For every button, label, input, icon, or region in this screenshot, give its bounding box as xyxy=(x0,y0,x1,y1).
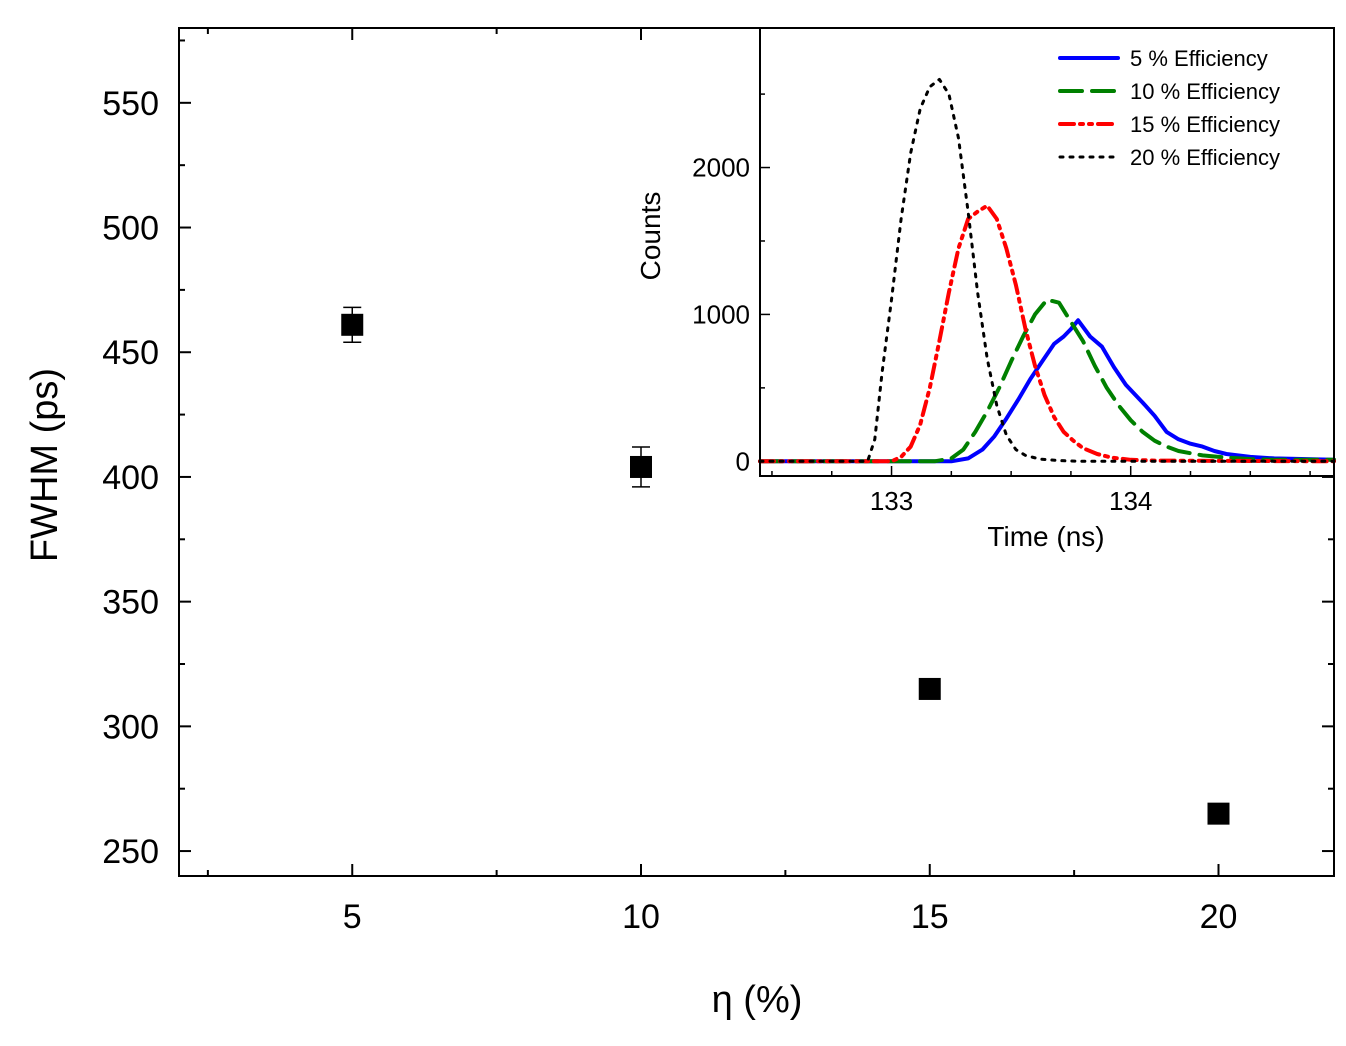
legend-label-4: 20 % Efficiency xyxy=(1130,145,1280,170)
main-x-axis-label: η (%) xyxy=(712,979,803,1021)
inset-y-tick-label: 1000 xyxy=(692,299,750,329)
inset-legend: 5 % Efficiency 10 % Efficiency 15 % Effici… xyxy=(1058,46,1280,170)
main-x-tick-label: 15 xyxy=(911,898,949,936)
main-data-points xyxy=(341,313,1230,825)
main-y-axis-label: FWHM (ps) xyxy=(24,368,66,562)
main-x-tick-label: 20 xyxy=(1200,898,1238,936)
inset-series-lines xyxy=(758,77,1336,464)
inset-x-axis-label: Time (ns) xyxy=(987,521,1104,552)
legend-label-2: 10 % Efficiency xyxy=(1130,79,1280,104)
series-line-4 xyxy=(758,77,1336,463)
inset-y-tick-label: 0 xyxy=(736,446,750,476)
data-point-marker xyxy=(1207,802,1230,825)
data-point-marker xyxy=(918,677,941,700)
inset-y-tick-label: 2000 xyxy=(692,153,750,183)
inset-x-tick-label: 133 xyxy=(870,486,913,516)
data-point-marker xyxy=(630,455,652,478)
main-y-tick-label: 350 xyxy=(102,584,159,622)
main-y-tick-label: 250 xyxy=(102,833,159,871)
main-y-tick-label: 500 xyxy=(102,210,159,248)
data-point-marker xyxy=(341,313,364,336)
inset-plot-frame xyxy=(759,27,1335,477)
legend-label-1: 5 % Efficiency xyxy=(1130,46,1268,71)
series-line-3 xyxy=(758,203,1336,464)
main-x-tick-label: 10 xyxy=(622,898,660,936)
main-y-tick-label: 450 xyxy=(102,334,159,372)
legend-label-3: 15 % Efficiency xyxy=(1130,112,1280,137)
main-plot: 5 10 15 20 250 300 350 400 450 500 550 η (%) FWHM … xyxy=(24,27,1335,1021)
series-line-2 xyxy=(758,297,1336,464)
main-x-tick-label: 5 xyxy=(343,898,362,936)
inset-x-tick-label: 134 xyxy=(1109,486,1152,516)
series-line-1 xyxy=(758,318,1336,464)
main-y-tick-label: 400 xyxy=(102,459,159,497)
main-ticks: 5 10 15 20 250 300 350 400 450 500 550 xyxy=(102,28,1334,936)
main-y-tick-label: 550 xyxy=(102,85,159,123)
inset-y-axis-label: Counts xyxy=(635,192,666,281)
main-y-tick-label: 300 xyxy=(102,708,159,746)
inset-plot: 133 134 0 1000 2000 5 % Efficiency 10 % Effic… xyxy=(635,27,1336,552)
inset-ticks: 133 134 0 1000 2000 xyxy=(692,93,1311,516)
